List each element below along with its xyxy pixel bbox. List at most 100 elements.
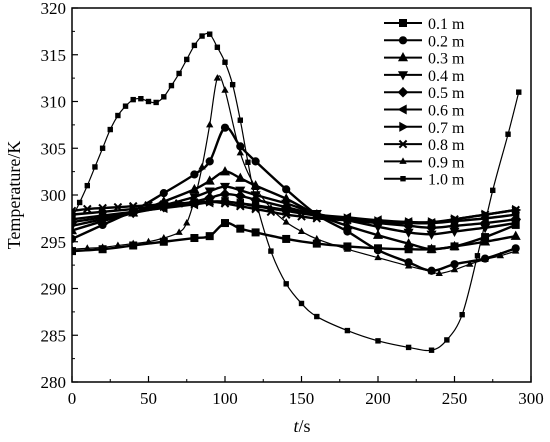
data-point bbox=[235, 201, 245, 211]
data-point bbox=[128, 201, 138, 211]
data-point bbox=[144, 200, 153, 210]
legend-item: 0.5 m bbox=[384, 85, 465, 102]
legend-label: 0.9 m bbox=[428, 154, 465, 171]
data-point bbox=[267, 204, 275, 211]
data-point bbox=[99, 145, 106, 151]
data-point bbox=[198, 162, 206, 170]
data-point bbox=[221, 86, 229, 93]
data-point bbox=[449, 240, 460, 251]
data-point bbox=[480, 236, 491, 246]
data-point bbox=[428, 347, 435, 353]
legend-label: 0.6 m bbox=[428, 103, 465, 120]
y-tick-label: 305 bbox=[41, 139, 67, 158]
data-point bbox=[435, 269, 443, 277]
legend-marker bbox=[397, 71, 409, 81]
data-point bbox=[268, 248, 274, 254]
data-point bbox=[176, 70, 182, 77]
data-point bbox=[98, 243, 107, 250]
data-point bbox=[191, 42, 198, 49]
data-point bbox=[207, 31, 213, 37]
y-tick-label: 290 bbox=[41, 280, 67, 299]
data-point bbox=[184, 56, 190, 63]
data-point bbox=[160, 233, 168, 241]
data-point bbox=[474, 253, 481, 259]
data-point bbox=[190, 195, 199, 203]
data-point bbox=[374, 253, 382, 261]
x-tick-label: 50 bbox=[140, 389, 157, 408]
data-point bbox=[282, 185, 291, 194]
data-point bbox=[251, 183, 260, 191]
legend-label: 0.4 m bbox=[428, 68, 465, 85]
data-point bbox=[144, 237, 153, 245]
data-point bbox=[404, 218, 413, 228]
data-point bbox=[236, 148, 244, 156]
data-point bbox=[427, 267, 436, 275]
data-point bbox=[512, 247, 520, 254]
data-point bbox=[205, 157, 214, 166]
data-point bbox=[375, 338, 381, 344]
data-point bbox=[206, 120, 214, 128]
data-point bbox=[214, 44, 221, 50]
data-point bbox=[511, 205, 521, 215]
data-point bbox=[372, 229, 384, 239]
data-point bbox=[199, 33, 205, 39]
x-tick-label: 150 bbox=[289, 389, 315, 408]
data-point bbox=[373, 217, 383, 227]
data-point bbox=[84, 182, 90, 189]
y-tick-label: 285 bbox=[41, 326, 67, 345]
legend-marker bbox=[399, 121, 409, 132]
data-point bbox=[312, 214, 322, 223]
legend-label: 0.5 m bbox=[428, 85, 465, 102]
data-point bbox=[282, 234, 291, 243]
data-point bbox=[466, 260, 474, 267]
legend-marker bbox=[398, 36, 408, 45]
data-point bbox=[98, 203, 107, 213]
data-point bbox=[129, 239, 137, 247]
data-point bbox=[130, 96, 136, 103]
data-point bbox=[427, 218, 436, 228]
legend-label: 0.1 m bbox=[428, 16, 465, 33]
x-axis-title: t/s bbox=[293, 416, 310, 436]
legend-marker bbox=[399, 19, 407, 27]
data-point bbox=[219, 182, 231, 193]
data-point bbox=[221, 219, 229, 228]
data-point bbox=[235, 172, 246, 182]
plot-lines bbox=[72, 31, 522, 353]
data-point bbox=[505, 131, 511, 137]
data-point bbox=[92, 164, 98, 170]
data-point bbox=[220, 123, 230, 132]
data-point bbox=[450, 265, 459, 273]
y-tick-label: 310 bbox=[41, 93, 67, 112]
legend-label: 0.2 m bbox=[428, 33, 465, 50]
legend-item: 0.7 m bbox=[384, 120, 465, 137]
data-point bbox=[174, 199, 184, 208]
data-point bbox=[175, 228, 183, 235]
data-point bbox=[297, 227, 306, 234]
tick-labels: 0 50 100 150 200 250 300 280 285 290 295 300 305 310 3… bbox=[41, 0, 544, 408]
data-point bbox=[405, 344, 412, 351]
data-point bbox=[510, 230, 521, 240]
data-point bbox=[190, 170, 199, 179]
x-axis-title-unit: /s bbox=[299, 416, 311, 436]
data-point bbox=[204, 175, 215, 185]
legend-item: 0.1 m bbox=[384, 16, 465, 33]
data-point bbox=[213, 74, 222, 81]
data-point bbox=[138, 95, 144, 102]
data-point bbox=[190, 234, 199, 243]
data-point bbox=[76, 199, 83, 206]
legend-label: 1.0 m bbox=[428, 172, 465, 189]
data-point bbox=[204, 187, 215, 197]
x-axis-title-variable: t bbox=[293, 416, 299, 436]
data-point bbox=[444, 337, 450, 343]
y-tick-label: 320 bbox=[41, 0, 67, 18]
data-point bbox=[107, 126, 113, 133]
legend-marker bbox=[397, 52, 409, 62]
data-point bbox=[145, 98, 152, 105]
data-point bbox=[159, 189, 168, 198]
legend-item: 0.9 m bbox=[384, 154, 465, 171]
data-point bbox=[297, 212, 306, 221]
legend-item: 0.6 m bbox=[384, 103, 465, 120]
data-point bbox=[516, 89, 522, 95]
data-point bbox=[496, 251, 505, 259]
